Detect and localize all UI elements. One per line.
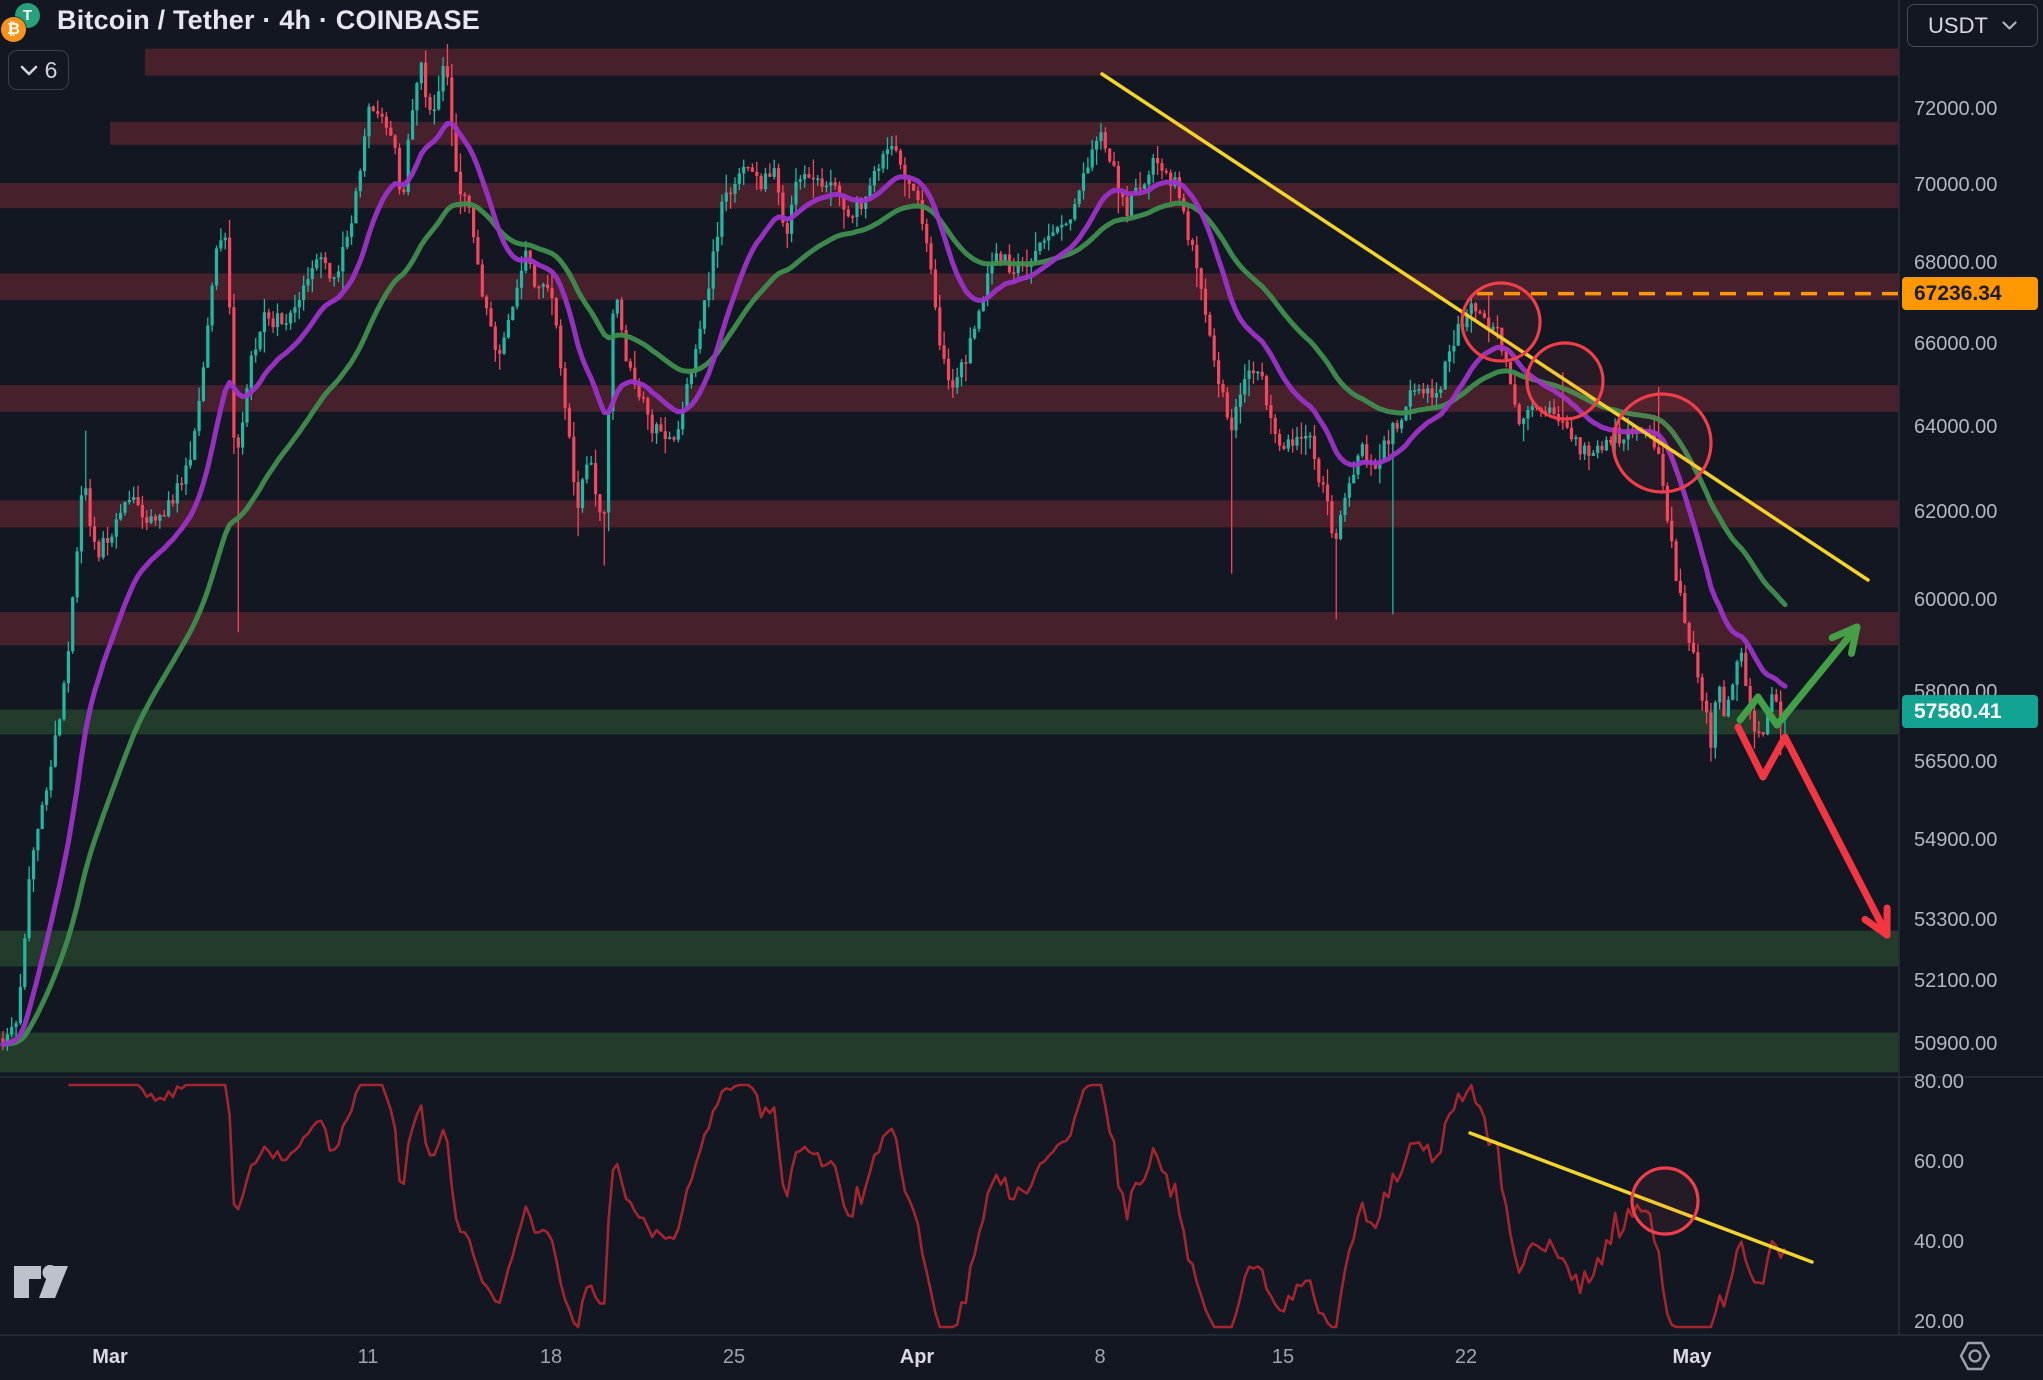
price-tick-label: 60000.00 — [1914, 589, 1998, 611]
level-price-badge[interactable]: 67236.34 — [1902, 277, 2038, 310]
time-axis-label: 11 — [357, 1346, 379, 1368]
price-tick-label: 50900.00 — [1914, 1033, 1998, 1055]
chevron-down-icon — [2002, 21, 2017, 30]
currency-label: USDT — [1928, 12, 1988, 38]
time-axis-label: May — [1672, 1346, 1712, 1368]
time-axis-label: 15 — [1271, 1346, 1295, 1368]
resistance-zone[interactable] — [0, 183, 1899, 209]
price-tick-label: 70000.00 — [1914, 174, 1998, 196]
price-tick-label: 54900.00 — [1914, 829, 1998, 851]
time-axis-label: 8 — [1094, 1346, 1106, 1368]
time-axis-label: 25 — [722, 1346, 746, 1368]
currency-selector-button[interactable]: USDT — [1907, 4, 2038, 47]
time-axis-label: 18 — [539, 1346, 563, 1368]
chevron-down-icon — [20, 65, 37, 75]
ma-fast-line — [0, 121, 1788, 1047]
resistance-zone[interactable] — [145, 48, 1899, 76]
time-axis-label: Apr — [899, 1346, 935, 1368]
settings-gear-icon[interactable] — [1957, 1339, 1993, 1373]
time-axis-label: Mar — [92, 1346, 128, 1368]
moving-averages — [0, 121, 1788, 1047]
time-axis-label: 22 — [1454, 1346, 1478, 1368]
bearish-projection-arrow[interactable] — [1734, 723, 1891, 939]
price-trendline[interactable] — [1100, 72, 1870, 582]
rsi-trendline[interactable] — [1468, 1131, 1814, 1264]
indicators-collapse-button[interactable]: 6 — [8, 50, 69, 90]
support-zone[interactable] — [0, 930, 1899, 967]
ma-slow-line — [0, 200, 1788, 1047]
highlight-circle[interactable] — [1611, 392, 1713, 494]
rsi-tick-label: 80.00 — [1914, 1071, 1965, 1093]
price-tick-label: 52100.00 — [1914, 970, 1998, 992]
resistance-zone[interactable] — [0, 612, 1899, 646]
candlesticks — [1, 44, 1787, 1052]
price-tick-label: 56500.00 — [1914, 751, 1998, 773]
rsi-line — [68, 1083, 1787, 1329]
symbol-title[interactable]: Bitcoin / Tether · 4h · COINBASE — [57, 5, 480, 35]
resistance-zone[interactable] — [0, 500, 1899, 528]
highlight-circle[interactable] — [1525, 341, 1605, 421]
rsi-indicator — [68, 1083, 1787, 1329]
price-tick-label: 66000.00 — [1914, 333, 1998, 355]
last-price-badge: 57580.41 — [1902, 695, 2038, 728]
support-zone[interactable] — [0, 1032, 1899, 1073]
price-tick-label: 53300.00 — [1914, 909, 1998, 931]
tradingview-logo[interactable] — [7, 1263, 73, 1301]
bullish-projection-arrow[interactable] — [1736, 623, 1861, 729]
rsi-tick-label: 40.00 — [1914, 1231, 1965, 1253]
highlight-circle[interactable] — [1460, 281, 1542, 363]
resistance-zone[interactable] — [0, 273, 1899, 301]
rsi-tick-label: 20.00 — [1914, 1311, 1965, 1333]
sr-zones — [0, 48, 1899, 1073]
price-tick-label: 68000.00 — [1914, 252, 1998, 274]
rsi-tick-label: 60.00 — [1914, 1151, 1965, 1173]
highlight-circle[interactable] — [1630, 1166, 1700, 1236]
support-zone[interactable] — [0, 709, 1899, 735]
resistance-zone[interactable] — [110, 121, 1899, 145]
bitcoin-icon: ₿ — [1, 17, 26, 42]
price-tick-label: 72000.00 — [1914, 98, 1998, 120]
price-tick-label: 64000.00 — [1914, 416, 1998, 438]
price-tick-label: 62000.00 — [1914, 501, 1998, 523]
indicators-count: 6 — [44, 56, 58, 83]
